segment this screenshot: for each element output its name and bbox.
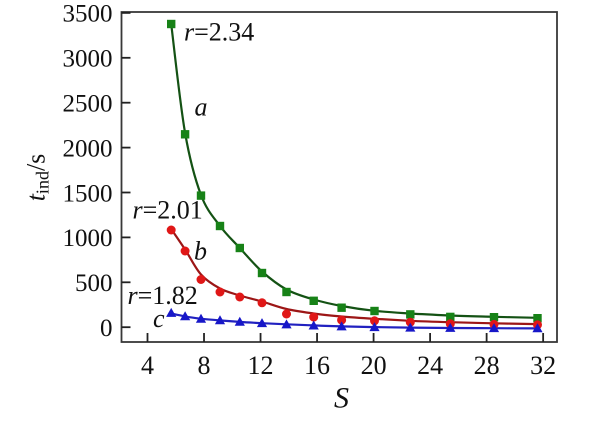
svg-text:b: b: [194, 237, 207, 266]
svg-text:8: 8: [198, 351, 211, 380]
svg-text:16: 16: [304, 351, 330, 380]
svg-text:500: 500: [75, 270, 113, 297]
svg-text:4: 4: [141, 351, 154, 380]
svg-text:r=2.01: r=2.01: [133, 196, 203, 225]
svg-text:24: 24: [417, 351, 443, 380]
svg-text:c: c: [153, 304, 165, 333]
svg-text:r=2.34: r=2.34: [184, 18, 254, 47]
svg-text:2000: 2000: [63, 135, 113, 162]
svg-text:S: S: [334, 382, 349, 415]
svg-text:32: 32: [530, 351, 556, 380]
svg-text:28: 28: [474, 351, 500, 380]
svg-text:3000: 3000: [63, 46, 113, 73]
svg-text:2500: 2500: [63, 91, 113, 118]
svg-text:a: a: [195, 93, 208, 122]
svg-text:r=1.82: r=1.82: [128, 281, 198, 310]
svg-text:20: 20: [361, 351, 387, 380]
svg-text:tind/s: tind/s: [22, 154, 53, 202]
svg-text:1000: 1000: [63, 225, 113, 252]
svg-text:3500: 3500: [63, 1, 113, 28]
svg-text:12: 12: [248, 351, 274, 380]
svg-text:0: 0: [100, 315, 113, 342]
svg-text:1500: 1500: [63, 180, 113, 207]
